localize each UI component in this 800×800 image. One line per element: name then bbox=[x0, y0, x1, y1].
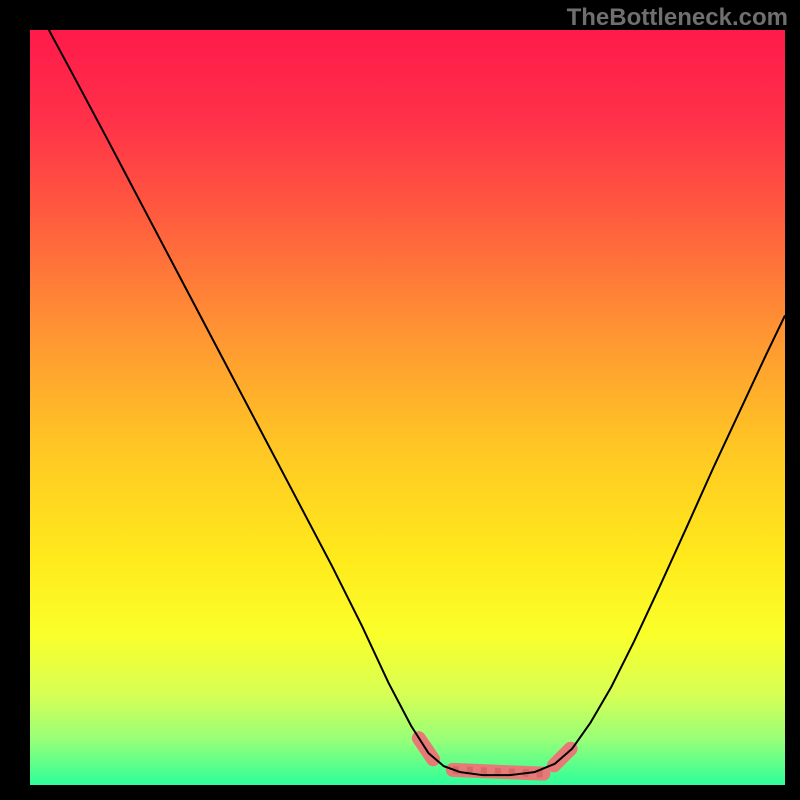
attribution-label: TheBottleneck.com bbox=[567, 4, 788, 32]
bottleneck-curve bbox=[49, 30, 785, 775]
plot-area bbox=[30, 30, 785, 785]
curve-layer bbox=[30, 30, 785, 785]
